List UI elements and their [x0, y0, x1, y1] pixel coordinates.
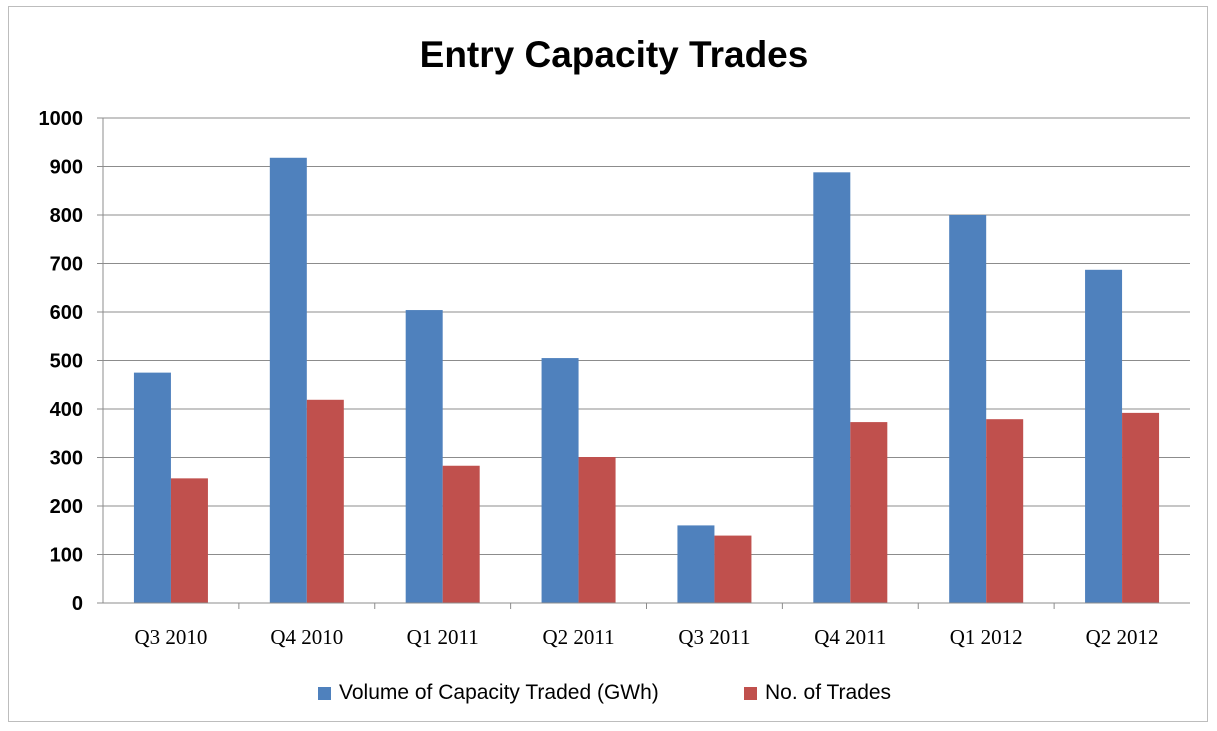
bar-volume	[949, 215, 987, 603]
bar-volume	[133, 372, 171, 603]
bar-trades	[850, 422, 888, 603]
axes	[97, 117, 1190, 609]
bars	[133, 157, 1160, 603]
legend-swatch-volume	[318, 686, 331, 700]
x-tick-label: Q4 2011	[814, 625, 886, 649]
bar-volume	[269, 157, 307, 603]
y-tick-label: 900	[50, 157, 83, 179]
x-tick-label: Q4 2010	[270, 625, 343, 649]
x-tick-label: Q2 2011	[542, 625, 614, 649]
bar-volume	[541, 358, 579, 603]
y-tick-label: 0	[72, 593, 83, 615]
y-tick-label: 1000	[39, 108, 84, 130]
x-tick-label: Q2 2012	[1086, 625, 1159, 649]
bar-trades	[442, 465, 480, 603]
bar-trades	[1122, 412, 1160, 603]
y-tick-label: 500	[50, 351, 83, 373]
legend-label-trades: No. of Trades	[765, 681, 892, 704]
bar-trades	[986, 419, 1024, 603]
bar-trades	[170, 478, 208, 603]
y-tick-label: 800	[50, 205, 83, 227]
bar-volume	[405, 310, 443, 603]
legend-label-volume: Volume of Capacity Traded (GWh)	[339, 681, 659, 704]
gridlines	[103, 117, 1190, 555]
y-tick-label: 600	[50, 302, 83, 324]
y-tick-label: 300	[50, 448, 83, 470]
bar-trades	[714, 535, 752, 603]
bar-volume	[813, 172, 851, 603]
x-tick-label: Q3 2011	[678, 625, 750, 649]
bar-trades	[306, 399, 344, 603]
legend-swatch-trades	[744, 686, 757, 700]
x-tick-labels: Q3 2010 Q4 2010 Q1 2011 Q2 2011 Q3 2011 Q4 20…	[134, 625, 1158, 649]
bar-volume	[677, 525, 715, 603]
legend: Volume of Capacity Traded (GWh) No. of T…	[0, 681, 1217, 709]
x-tick-label: Q1 2011	[407, 625, 479, 649]
y-tick-label: 200	[50, 496, 83, 518]
y-tick-label: 400	[50, 399, 83, 421]
y-tick-label: 700	[50, 254, 83, 276]
legend-item-trades: No. of Trades	[744, 681, 891, 705]
legend-item-volume: Volume of Capacity Traded (GWh)	[318, 681, 659, 705]
y-tick-label: 100	[50, 545, 83, 567]
chart-title: Entry Capacity Trades	[419, 34, 809, 75]
y-tick-labels: 0 100 200 300 400 500 600 700 800 900 1000	[39, 108, 84, 615]
x-tick-label: Q3 2010	[134, 625, 207, 649]
bar-trades	[578, 457, 616, 603]
bar-volume	[1085, 269, 1123, 603]
x-tick-label: Q1 2012	[950, 625, 1023, 649]
